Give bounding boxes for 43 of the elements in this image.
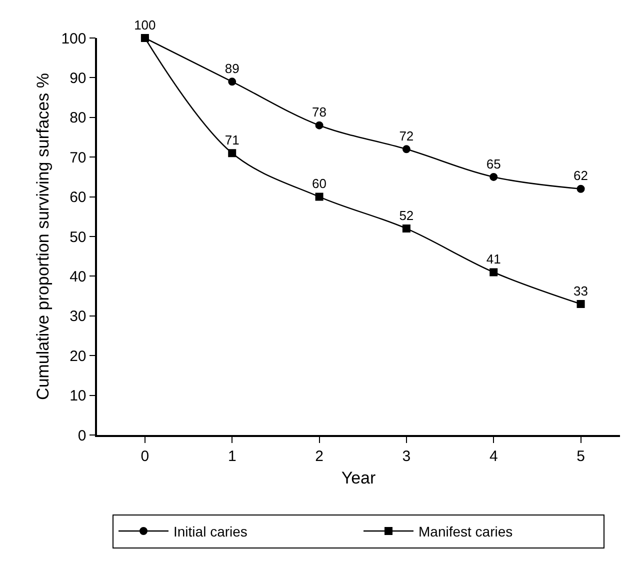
- y-tick-label: 100: [61, 30, 86, 48]
- point: [140, 34, 149, 42]
- point: [490, 172, 498, 181]
- point: [490, 268, 498, 276]
- point: [315, 121, 324, 130]
- y-tick-label: 30: [70, 308, 86, 326]
- point: [402, 145, 410, 154]
- y-tick-label: 90: [70, 70, 86, 87]
- y-tick-label: 20: [70, 348, 86, 365]
- x-tick-label: 5: [576, 448, 585, 465]
- data-label: 72: [399, 128, 414, 144]
- data-label: 71: [224, 132, 240, 148]
- y-tick-label: 60: [70, 189, 86, 206]
- data-label: 41: [486, 252, 501, 267]
- point: [228, 149, 236, 158]
- y-tick-label: 0: [78, 427, 86, 444]
- data-label: 100: [134, 17, 156, 32]
- data-label: 52: [399, 208, 414, 223]
- y-axis-title: Cumulative proportion surviving surfaces %: [33, 73, 52, 400]
- point: [315, 192, 324, 201]
- point: [228, 78, 236, 86]
- point: [576, 184, 585, 193]
- legend-label: Initial caries: [174, 523, 248, 540]
- data-label: 60: [312, 176, 327, 192]
- data-label: 65: [486, 156, 501, 172]
- y-tick-label: 40: [70, 268, 86, 286]
- legend-label: Manifest caries: [418, 523, 513, 540]
- data-label: 33: [574, 283, 588, 298]
- y-tick-label: 80: [70, 110, 86, 127]
- data-label: 89: [224, 61, 240, 76]
- point: [402, 224, 410, 233]
- data-label: 62: [574, 168, 588, 184]
- x-tick-label: 1: [228, 448, 236, 465]
- y-tick-label: 10: [70, 388, 86, 405]
- x-tick-label: 2: [315, 448, 324, 465]
- data-label: 78: [312, 104, 327, 120]
- y-tick-label: 50: [70, 228, 86, 246]
- x-tick-label: 4: [489, 448, 498, 465]
- x-axis-title: Year: [341, 468, 376, 488]
- x-tick-label: 3: [402, 448, 411, 465]
- point: [576, 300, 585, 308]
- y-tick-label: 70: [70, 149, 86, 166]
- x-tick-label: 0: [140, 448, 150, 465]
